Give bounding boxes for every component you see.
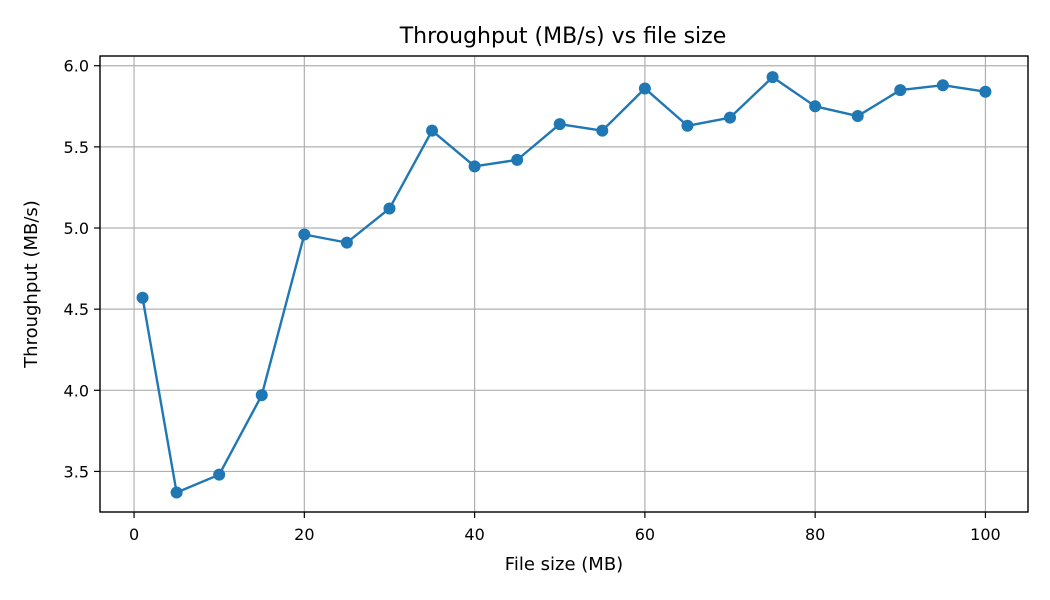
data-point (170, 486, 183, 499)
y-tick-label: 6.0 (64, 57, 89, 76)
data-point (851, 110, 864, 123)
chart-title: Throughput (MB/s) vs file size (399, 24, 727, 49)
plot-frame (99, 55, 1029, 513)
x-tick-label: 100 (970, 525, 1001, 544)
data-point (426, 124, 439, 137)
y-tick-label: 4.5 (64, 300, 89, 319)
x-tick-label: 40 (464, 525, 484, 544)
x-axis-label: File size (MB) (505, 554, 623, 575)
data-point (596, 124, 609, 137)
data-point (724, 111, 737, 124)
axis-ticks: 0 20 40 60 80 100 3.5 4.0 4.5 5.0 5.5 6.0 (64, 57, 1001, 544)
x-tick-label: 20 (294, 525, 314, 544)
data-point (894, 84, 907, 97)
data-point (553, 118, 566, 131)
data-point (136, 291, 149, 304)
data-point (936, 79, 949, 92)
data-point (809, 100, 822, 113)
y-tick-label: 5.0 (64, 219, 89, 238)
x-tick-label: 60 (635, 525, 655, 544)
data-point (511, 153, 524, 166)
grid (100, 56, 1028, 512)
data-point (383, 202, 396, 215)
x-tick-label: 0 (129, 525, 139, 544)
y-tick-label: 4.0 (64, 381, 89, 400)
data-point (766, 71, 779, 84)
data-point (213, 468, 226, 481)
data-point (298, 228, 311, 241)
data-point (340, 236, 353, 249)
data-point (468, 160, 481, 173)
data-point (638, 82, 651, 95)
series-layer (136, 71, 992, 499)
data-point (979, 85, 992, 98)
data-point (255, 389, 268, 402)
y-axis-label: Throughput (MB/s) (21, 200, 42, 369)
x-tick-label: 80 (805, 525, 825, 544)
y-tick-label: 5.5 (64, 138, 89, 157)
data-point (681, 119, 694, 132)
y-tick-label: 3.5 (64, 462, 89, 481)
